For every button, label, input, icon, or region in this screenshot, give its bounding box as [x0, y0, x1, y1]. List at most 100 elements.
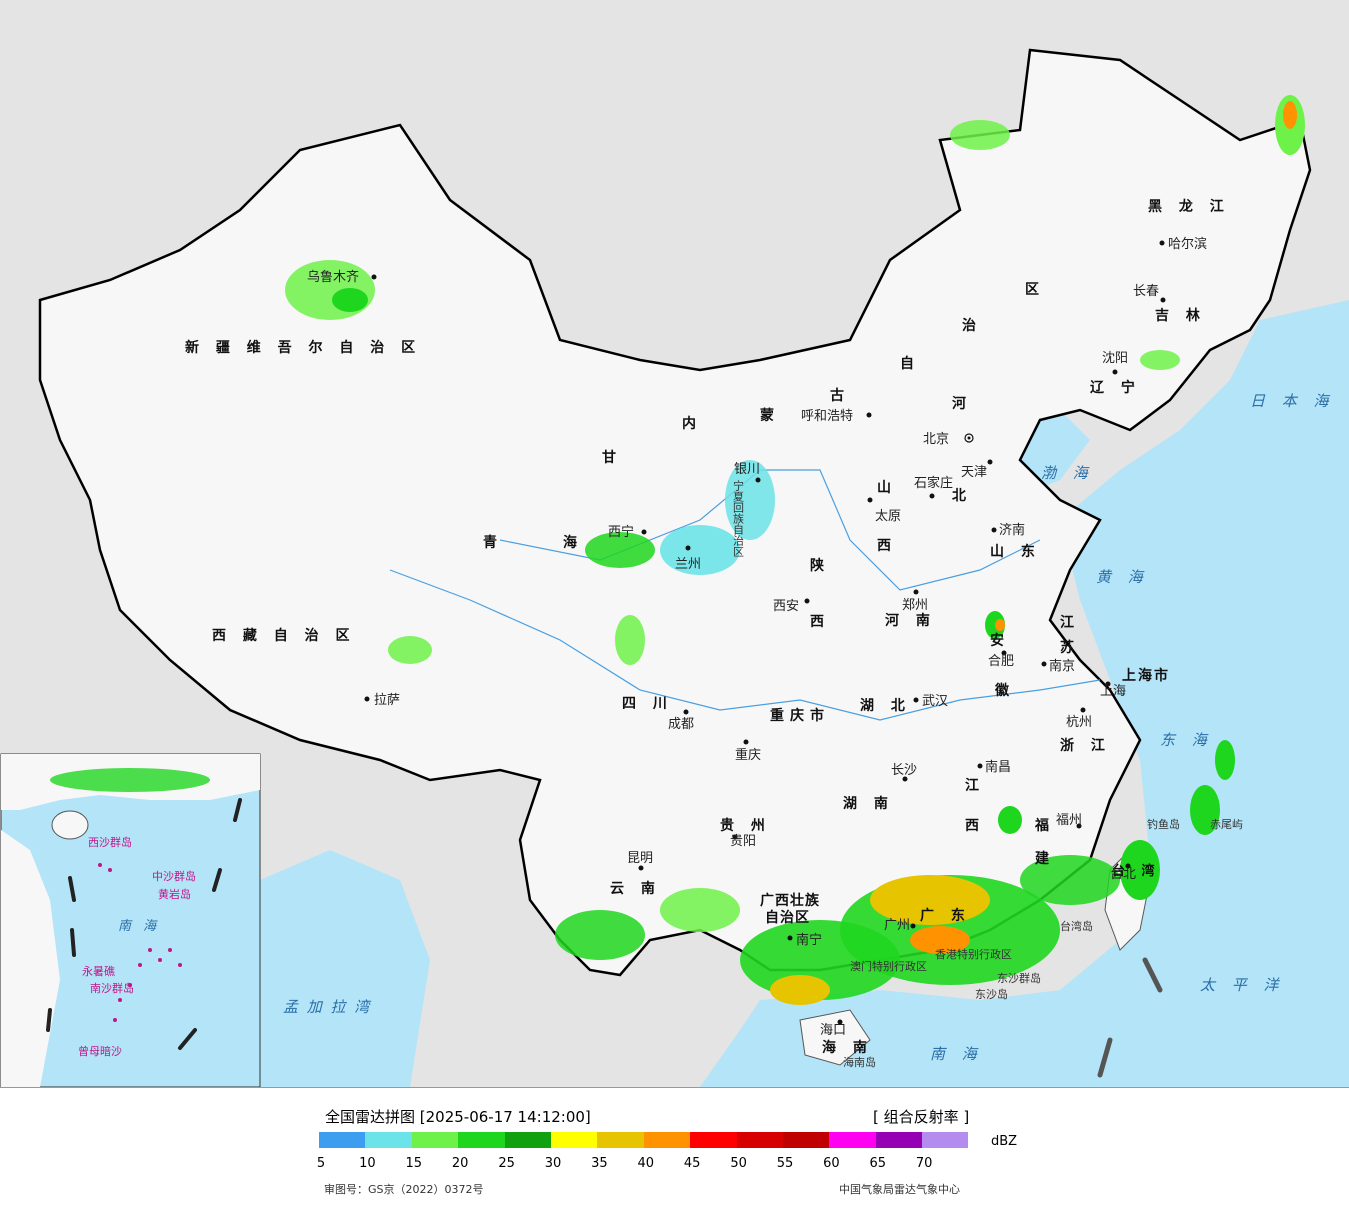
inset-label-nanhai: 南 海 [118, 919, 160, 934]
city-beijing: 北京 [923, 432, 949, 447]
color-swatch [922, 1132, 969, 1148]
scale-tick-label: 65 [869, 1156, 887, 1171]
label-shaanxi-2: 西 [810, 614, 830, 630]
island-labels: 钓鱼岛 赤尾屿 台湾岛 东沙群岛 东沙岛 海南岛 [843, 817, 1243, 1069]
radar-map: 新 疆 维 吾 尔 自 治 区 西 藏 自 治 区 青 海 甘 内 蒙 古 自 … [0, 0, 1349, 1087]
approval-number: 审图号：GS京（2022）0372号 [324, 1183, 484, 1196]
label-hebei-1: 河 [952, 395, 972, 412]
city-fuzhou: 福州 [1056, 813, 1082, 828]
city-guiyang: 贵阳 [730, 834, 756, 849]
scale-tick-label: 55 [776, 1156, 794, 1171]
label-diaoyudao: 钓鱼岛 [1147, 817, 1180, 831]
label-bohai: 渤 海 [1041, 464, 1094, 482]
inset-label-nansha: 南沙群岛 [90, 981, 134, 995]
city-haikou: 海口 [820, 1023, 846, 1038]
label-heilongjiang: 黑 龙 江 [1148, 198, 1230, 215]
scale-tick-label: 45 [683, 1156, 701, 1171]
color-scale-bar [319, 1132, 969, 1148]
boundary-dashes [1097, 957, 1163, 1078]
label-hainandao: 海南岛 [843, 1055, 876, 1069]
color-swatch [690, 1132, 737, 1148]
hainan-island [799, 1009, 871, 1066]
label-hunan: 湖 南 [843, 795, 894, 812]
label-dongshadao: 东沙岛 [975, 987, 1008, 1001]
city-labels: 乌鲁木齐 拉萨 西宁 兰州 银川 呼和浩特 北京 天津 石家庄 太原 济南 西安… [307, 236, 1207, 1038]
scale-tick-label: 5 [316, 1156, 326, 1171]
city-changchun: 长春 [1133, 284, 1159, 299]
color-swatch [458, 1132, 505, 1148]
scale-tick-label: 10 [359, 1156, 376, 1171]
legend-title: 全国雷达拼图 [2025-06-17 14:12:00] [325, 1108, 591, 1126]
sea-area [700, 300, 1349, 1087]
city-tianjin: 天津 [961, 465, 987, 480]
province-labels: 新 疆 维 吾 尔 自 治 区 西 藏 自 治 区 青 海 甘 内 蒙 古 自 … [185, 198, 1230, 1056]
label-fujian-1: 福 [1034, 817, 1055, 834]
label-yunnan: 云 南 [610, 880, 661, 897]
color-swatch [504, 1132, 551, 1148]
city-shenyang: 沈阳 [1102, 351, 1128, 366]
label-guangxi-2: 自治区 [765, 909, 810, 926]
label-ningxia: 宁夏回族自治区 [732, 479, 745, 557]
label-hainan: 海 南 [822, 1039, 873, 1056]
label-gansu: 甘 [602, 449, 622, 466]
label-jiangxi-2: 西 [965, 818, 985, 834]
city-huhehaote: 呼和浩特 [801, 409, 853, 424]
label-hongkong: 香港特别行政区 [935, 947, 1012, 961]
color-swatch [319, 1132, 366, 1148]
city-nanjing: 南京 [1049, 658, 1075, 674]
city-nanchang: 南昌 [985, 759, 1011, 775]
legend-unit: dBZ [990, 1134, 1018, 1149]
city-harbin: 哈尔滨 [1168, 236, 1207, 252]
label-shaanxi-1: 陕 [810, 557, 830, 574]
label-anhui-1: 安 [990, 632, 1010, 649]
yangtze-river [389, 569, 1101, 721]
scale-tick-label: 50 [730, 1156, 747, 1171]
label-fujian-2: 建 [1035, 850, 1055, 867]
inset-label-huangyandao: 黄岩岛 [158, 887, 191, 901]
city-lanzhou: 兰州 [675, 557, 701, 572]
label-hubei: 湖 北 [860, 698, 911, 714]
label-taiwan: 台 湾 [1112, 863, 1161, 879]
bay-of-bengal [260, 850, 430, 1087]
city-guangzhou: 广州 [884, 918, 910, 933]
label-shandong: 山 东 [990, 543, 1041, 560]
label-henan: 河 南 [885, 612, 936, 629]
scale-tick-label: 40 [637, 1156, 655, 1171]
label-nanhai: 南 海 [930, 1045, 983, 1063]
label-anhui-2: 徽 [994, 682, 1015, 699]
label-chiweiyu: 赤尾屿 [1210, 818, 1243, 831]
color-swatch [782, 1132, 830, 1148]
label-neimenggu-5: 治 [962, 317, 982, 334]
scale-tick-label: 35 [591, 1156, 608, 1171]
city-wuhan: 武汉 [922, 694, 948, 709]
scale-tick-label: 15 [405, 1156, 423, 1171]
label-chongqing: 重庆市 [770, 707, 830, 724]
city-taiyuan: 太原 [875, 509, 901, 524]
scale-tick-label: 60 [823, 1156, 840, 1171]
city-hefei: 合肥 [988, 654, 1014, 669]
label-guizhou: 贵 州 [720, 817, 771, 834]
city-taipei: 台北 [1110, 867, 1136, 882]
label-donghai: 东 海 [1160, 731, 1213, 749]
city-chengdu: 成都 [668, 717, 694, 732]
scale-tick-label: 30 [544, 1156, 562, 1171]
scale-tick-label: 20 [451, 1156, 469, 1171]
city-nanning: 南宁 [796, 932, 822, 948]
label-guangxi-1: 广西壮族 [760, 892, 820, 909]
color-swatch [411, 1132, 459, 1148]
label-liaoning: 辽 宁 [1090, 379, 1141, 396]
radar-echoes [285, 95, 1305, 1005]
city-shanghai: 上海 [1100, 684, 1126, 699]
data-source: 中国气象局雷达气象中心 [839, 1183, 960, 1196]
color-swatch [736, 1132, 783, 1148]
legend-panel: 全国雷达拼图 [2025-06-17 14:12:00] [ 组合反射率 ] 5… [0, 1087, 1349, 1209]
label-sichuan: 四 川 [622, 696, 673, 712]
city-xining: 西宁 [608, 524, 634, 540]
label-shanghai: 上海市 [1122, 667, 1170, 684]
city-shijiazhuang: 石家庄 [914, 475, 953, 491]
label-huanghai: 黄 海 [1096, 568, 1149, 586]
label-neimenggu-2: 蒙 [760, 407, 780, 424]
label-ribenhai: 日 本 海 [1250, 392, 1335, 410]
color-swatch [597, 1132, 644, 1148]
city-chongqing: 重庆 [735, 747, 761, 763]
